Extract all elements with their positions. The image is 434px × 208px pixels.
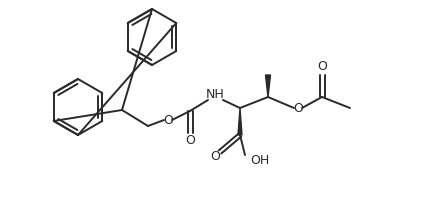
Text: O: O: [317, 59, 327, 73]
Text: O: O: [210, 151, 220, 163]
Polygon shape: [238, 108, 242, 135]
Text: NH: NH: [206, 88, 224, 102]
Polygon shape: [266, 75, 270, 97]
Text: OH: OH: [250, 154, 269, 166]
Text: O: O: [163, 114, 173, 126]
Text: O: O: [293, 102, 303, 114]
Text: O: O: [185, 135, 195, 147]
